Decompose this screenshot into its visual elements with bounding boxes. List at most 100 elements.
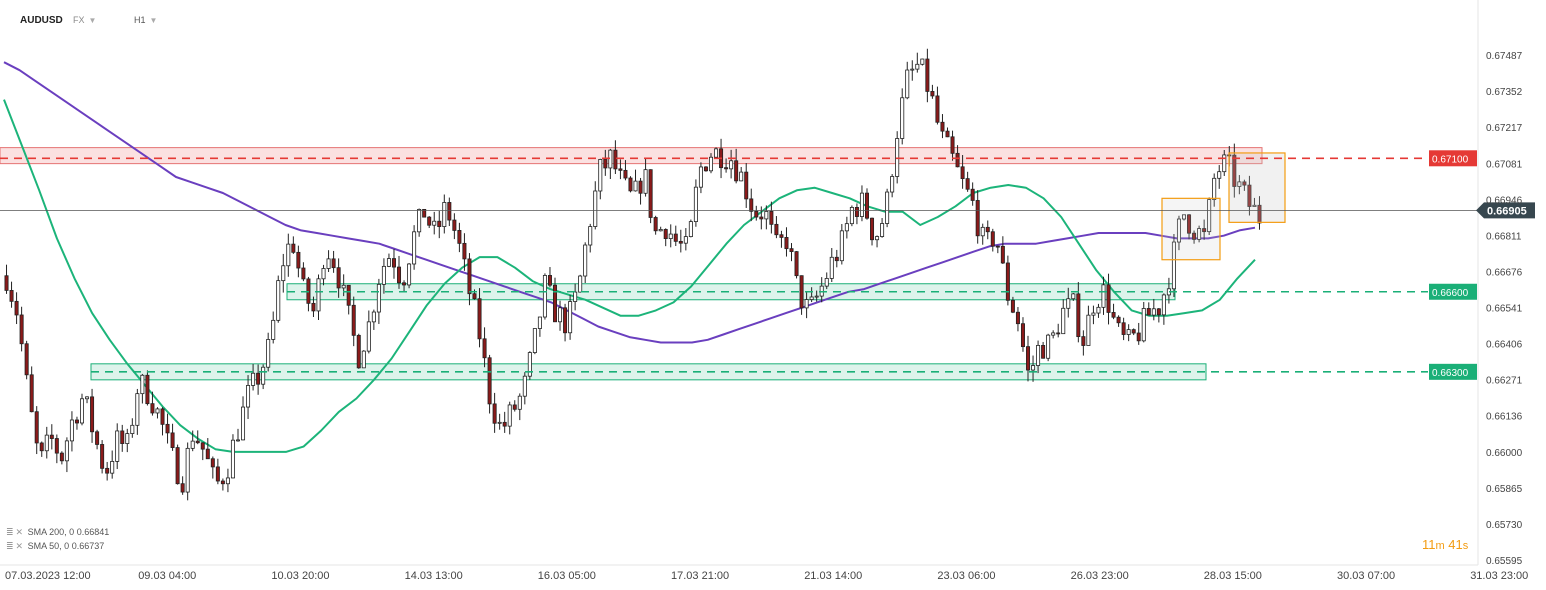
- candle: [442, 194, 447, 234]
- candle: [235, 428, 240, 442]
- candle-body-down: [502, 421, 507, 427]
- candle: [995, 245, 1000, 254]
- candle: [603, 149, 608, 176]
- candle: [613, 140, 618, 174]
- candle: [29, 366, 34, 413]
- candle: [1056, 323, 1061, 338]
- candle-body-down: [105, 467, 110, 474]
- candle: [839, 224, 844, 265]
- indicator-sma200[interactable]: ≣ ✕ SMA 200, 0 0.66841: [6, 527, 109, 538]
- candle-body-down: [965, 178, 970, 190]
- candle-body-up: [739, 171, 744, 182]
- candle: [628, 176, 633, 193]
- candle: [1252, 197, 1257, 207]
- timer-minutes-unit: m: [1435, 540, 1445, 552]
- candle: [402, 280, 407, 293]
- candle-body-down: [351, 304, 356, 336]
- candle: [74, 416, 79, 430]
- timer-minutes: 11: [1422, 537, 1436, 552]
- candle-body-down: [1232, 154, 1237, 187]
- candle: [230, 434, 235, 479]
- candle-body-up: [1171, 241, 1176, 290]
- candle-body-down: [90, 396, 95, 433]
- candle-body-down: [150, 403, 155, 414]
- candle: [698, 162, 703, 194]
- candle-body-down: [1041, 345, 1046, 359]
- highlight-box: [1228, 152, 1286, 223]
- candle-body-down: [447, 202, 452, 221]
- candle: [724, 158, 729, 173]
- candle: [890, 174, 895, 198]
- candle-body-down: [492, 403, 497, 424]
- candle: [326, 250, 331, 272]
- timer-seconds-unit: s: [1462, 540, 1469, 552]
- candle-body-down: [120, 430, 125, 444]
- candle: [688, 219, 693, 238]
- candle-body-down: [940, 121, 945, 132]
- candle-body-down: [970, 188, 975, 201]
- symbol-label[interactable]: AUDUSD: [20, 15, 63, 26]
- candle: [1121, 317, 1126, 341]
- candle: [412, 225, 417, 270]
- candle-body-down: [74, 419, 79, 424]
- timeframe-selector[interactable]: H1 ▼: [134, 15, 157, 25]
- candle-body-up: [1237, 181, 1242, 187]
- candle: [376, 278, 381, 324]
- candle-body-down: [990, 231, 995, 247]
- candle-body-up: [809, 296, 814, 300]
- candle: [44, 426, 49, 459]
- candle-body-up: [246, 385, 251, 408]
- candle-body-down: [210, 458, 215, 468]
- candle-body-down: [563, 307, 568, 334]
- candle-body-down: [175, 447, 180, 485]
- candle-body-down: [995, 245, 1000, 248]
- candle-body-down: [789, 248, 794, 253]
- candle-body-down: [1000, 245, 1005, 264]
- candle: [804, 292, 809, 319]
- candle: [1036, 340, 1041, 374]
- candle-body-up: [110, 461, 115, 474]
- candle-body-down: [331, 258, 336, 269]
- candle-body-up: [537, 316, 542, 329]
- candle-body-up: [980, 226, 985, 237]
- candle: [120, 424, 125, 452]
- indicator-menu-icon[interactable]: ≣: [6, 527, 14, 537]
- close-icon[interactable]: ✕: [15, 527, 24, 537]
- candle: [703, 166, 708, 172]
- candle: [1061, 299, 1066, 335]
- candle-body-up: [341, 284, 346, 289]
- candle-body-up: [683, 236, 688, 244]
- candle: [170, 423, 175, 451]
- candle: [578, 274, 583, 293]
- candle-body-down: [205, 448, 210, 460]
- candle-body-down: [799, 275, 804, 309]
- candle-body-up: [910, 68, 915, 71]
- candle: [658, 226, 663, 232]
- candle: [346, 284, 351, 315]
- candle-body-down: [1015, 311, 1020, 325]
- candle-body-down: [1081, 336, 1086, 346]
- candle: [875, 235, 880, 248]
- indicator-sma50[interactable]: ≣ ✕ SMA 50, 0 0.66737: [6, 541, 104, 552]
- close-icon[interactable]: ✕: [15, 541, 24, 551]
- indicator-menu-icon[interactable]: ≣: [6, 541, 14, 551]
- candle-body-up: [44, 434, 49, 452]
- candle: [69, 411, 74, 452]
- candle-body-up: [568, 301, 573, 334]
- candle-body-down: [472, 293, 477, 300]
- candle-body-up: [900, 97, 905, 139]
- market-selector[interactable]: FX ▼: [73, 15, 96, 25]
- candle: [397, 255, 402, 289]
- candle-body-up: [542, 275, 547, 318]
- candle: [824, 272, 829, 290]
- candle: [900, 88, 905, 145]
- candle-body-down: [1056, 332, 1061, 335]
- highlight-boxes: [1161, 152, 1286, 261]
- chevron-down-icon: ▼: [149, 16, 158, 25]
- indicator-value: 0.66841: [76, 527, 110, 537]
- x-tick-label: 30.03 07:00: [1337, 570, 1395, 582]
- sma200-line: [3, 61, 1256, 344]
- candle: [271, 311, 276, 344]
- candle: [381, 258, 386, 294]
